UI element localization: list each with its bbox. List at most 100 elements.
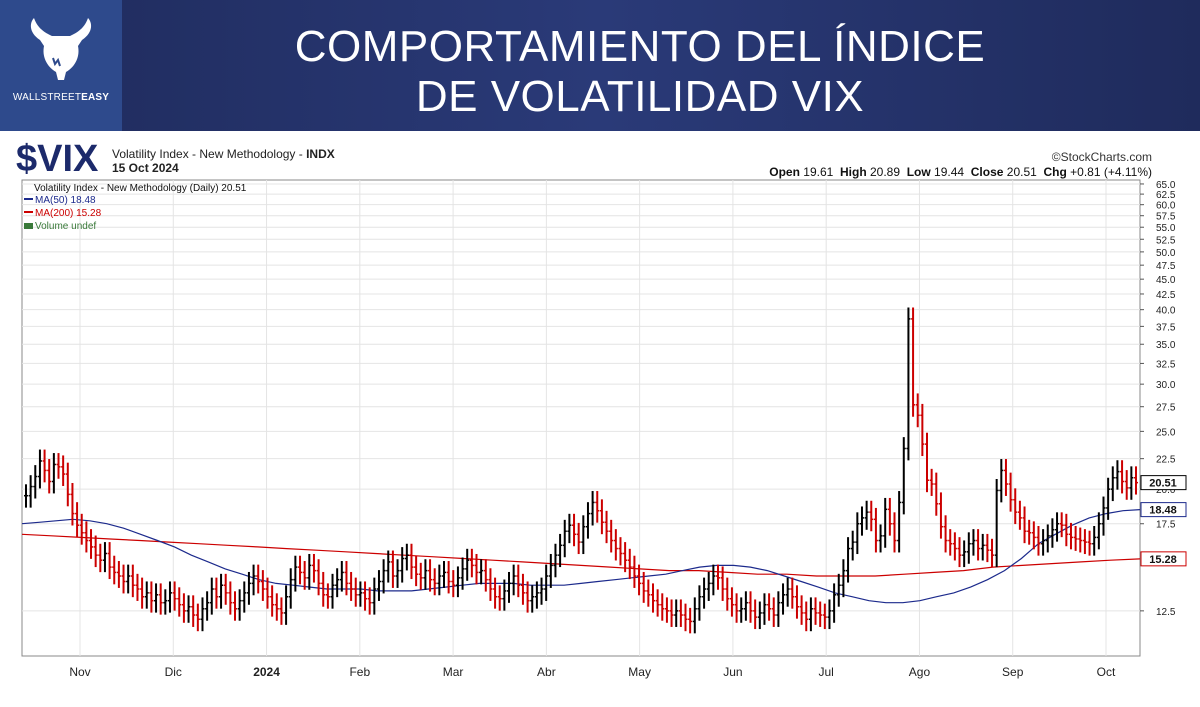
price-bar bbox=[1078, 527, 1083, 553]
price-bar bbox=[674, 599, 679, 627]
price-bar bbox=[1087, 530, 1092, 556]
price-bar bbox=[757, 601, 762, 630]
price-bar bbox=[316, 559, 321, 596]
ma50-line bbox=[21, 509, 1141, 604]
price-bar bbox=[623, 542, 628, 573]
price-bar bbox=[711, 564, 716, 596]
price-bar bbox=[1064, 513, 1069, 547]
ma50-path bbox=[21, 509, 1141, 604]
price-bar bbox=[637, 564, 642, 596]
ticker-symbol: $VIX bbox=[16, 138, 99, 180]
price-bar bbox=[437, 564, 442, 596]
index-name: Volatility Index - New Methodology - IND… bbox=[112, 147, 335, 161]
price-bar bbox=[558, 533, 563, 568]
price-bar bbox=[237, 589, 242, 621]
legend-ma50-swatch bbox=[24, 198, 33, 200]
legend-volume-swatch bbox=[24, 223, 33, 229]
price-bar bbox=[460, 557, 465, 590]
title-line-2: DE VOLATILIDAD VIX bbox=[415, 72, 865, 121]
price-bar bbox=[395, 559, 400, 588]
price-bar bbox=[65, 462, 70, 507]
price-bar bbox=[925, 432, 930, 493]
price-bar bbox=[441, 561, 446, 588]
price-bar bbox=[381, 559, 386, 594]
price-bar bbox=[869, 500, 874, 532]
grid-lines bbox=[22, 180, 1140, 656]
price-bar bbox=[976, 529, 981, 561]
y-tick-label: 20.0 bbox=[1156, 485, 1176, 496]
price-bar bbox=[855, 512, 860, 555]
price-bar bbox=[609, 519, 614, 553]
y-tick-label: 52.5 bbox=[1156, 235, 1176, 246]
y-tick-label: 37.5 bbox=[1156, 322, 1176, 333]
price-bar bbox=[1129, 466, 1134, 500]
price-bar bbox=[191, 595, 196, 627]
price-bar bbox=[934, 472, 939, 516]
price-bar bbox=[451, 570, 456, 598]
marker-ma50-box bbox=[1140, 502, 1187, 518]
y-tick-label: 42.5 bbox=[1156, 290, 1176, 301]
y-tick-label: 27.5 bbox=[1156, 403, 1176, 414]
marker-ma200-label: 15.28 bbox=[1149, 554, 1177, 566]
price-bar bbox=[567, 513, 572, 544]
price-bar bbox=[655, 589, 660, 617]
price-bar bbox=[706, 571, 711, 601]
price-bar bbox=[1013, 488, 1018, 525]
price-bar bbox=[604, 510, 609, 544]
price-bar bbox=[507, 571, 512, 603]
brand-logo-text: WALLSTREETEASY bbox=[12, 92, 110, 103]
price-bar bbox=[242, 581, 247, 613]
price-bar bbox=[246, 571, 251, 605]
legend-ma50: MA(50) 18.48 bbox=[35, 195, 96, 206]
price-bar bbox=[418, 562, 423, 590]
price-bar bbox=[641, 571, 646, 603]
price-bar bbox=[906, 307, 911, 461]
price-bar bbox=[335, 568, 340, 598]
price-bar bbox=[474, 553, 479, 585]
price-bar bbox=[367, 587, 372, 615]
y-tick-label: 17.5 bbox=[1156, 520, 1176, 531]
price-bar bbox=[288, 568, 293, 609]
price-bar bbox=[525, 581, 530, 613]
x-tick-label: Mar bbox=[443, 665, 464, 679]
price-bar bbox=[697, 585, 702, 621]
price-bar bbox=[1092, 526, 1097, 556]
price-bar bbox=[502, 579, 507, 611]
x-tick-label: Feb bbox=[349, 665, 370, 679]
y-tick-label: 62.5 bbox=[1156, 190, 1176, 201]
price-bar bbox=[748, 591, 753, 623]
price-bar bbox=[599, 499, 604, 535]
price-bar bbox=[144, 581, 149, 609]
price-bar bbox=[414, 555, 419, 587]
ohlc-readout: Open 19.61 High 20.89 Low 19.44 Close 20… bbox=[769, 165, 1152, 179]
price-bar bbox=[330, 573, 335, 609]
price-bar bbox=[664, 597, 669, 623]
price-bar bbox=[1055, 512, 1060, 542]
chart-date: 15 Oct 2024 bbox=[112, 161, 179, 175]
price-bar bbox=[28, 475, 33, 508]
x-tick-label: Oct bbox=[1097, 665, 1116, 679]
price-bar bbox=[158, 583, 163, 615]
y-tick-label: 32.5 bbox=[1156, 359, 1176, 370]
price-bar bbox=[762, 593, 767, 625]
price-bar bbox=[539, 577, 544, 605]
price-bar bbox=[121, 564, 126, 594]
price-bar bbox=[1110, 466, 1115, 502]
price-bar bbox=[428, 559, 433, 592]
price-bar bbox=[112, 555, 117, 585]
price-bar bbox=[483, 559, 488, 592]
price-bar bbox=[818, 601, 823, 627]
price-bar bbox=[251, 564, 256, 596]
price-bar bbox=[771, 597, 776, 627]
price-bar bbox=[126, 564, 131, 594]
price-bar bbox=[585, 502, 590, 539]
x-tick-label: May bbox=[628, 665, 651, 679]
price-bar bbox=[56, 453, 61, 479]
price-bar bbox=[469, 548, 474, 578]
legend-ma200-swatch bbox=[24, 211, 33, 213]
price-bar bbox=[1059, 512, 1064, 538]
y-tick-label: 22.5 bbox=[1156, 455, 1176, 466]
price-bar bbox=[794, 585, 799, 619]
y-tick-label: 47.5 bbox=[1156, 261, 1176, 272]
price-bar bbox=[999, 459, 1004, 503]
